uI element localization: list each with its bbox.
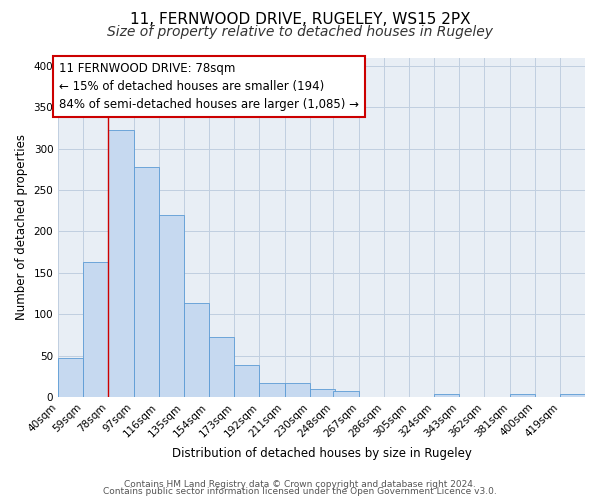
Bar [259,383,284,397]
Text: Contains public sector information licensed under the Open Government Licence v3: Contains public sector information licen… [103,487,497,496]
Bar [560,394,585,397]
Text: Size of property relative to detached houses in Rugeley: Size of property relative to detached ho… [107,25,493,39]
Bar [284,383,310,397]
Bar [209,336,234,397]
Bar [184,302,209,397]
Bar [83,262,109,397]
Bar [58,358,83,397]
Text: Contains HM Land Registry data © Crown copyright and database right 2024.: Contains HM Land Registry data © Crown c… [124,480,476,489]
X-axis label: Distribution of detached houses by size in Rugeley: Distribution of detached houses by size … [172,447,472,460]
Text: 11 FERNWOOD DRIVE: 78sqm
← 15% of detached houses are smaller (194)
84% of semi-: 11 FERNWOOD DRIVE: 78sqm ← 15% of detach… [59,62,359,110]
Y-axis label: Number of detached properties: Number of detached properties [15,134,28,320]
Bar [310,388,335,397]
Bar [234,364,259,397]
Text: 11, FERNWOOD DRIVE, RUGELEY, WS15 2PX: 11, FERNWOOD DRIVE, RUGELEY, WS15 2PX [130,12,470,28]
Bar [434,394,459,397]
Bar [509,394,535,397]
Bar [109,130,134,397]
Bar [334,391,359,397]
Bar [134,167,159,397]
Bar [159,215,184,397]
